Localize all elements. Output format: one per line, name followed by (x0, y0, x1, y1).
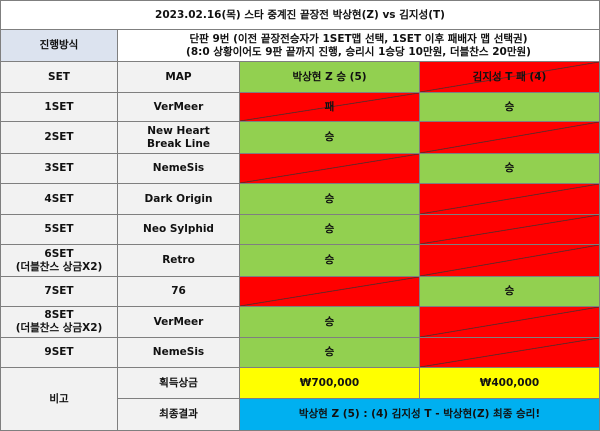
set-label: 6SET (더블찬스 상금X2) (0, 245, 118, 277)
set-result: 승 (240, 184, 420, 215)
cell-text: Dark Origin (144, 192, 213, 205)
set-result (420, 184, 600, 215)
set-result: 승 (240, 245, 420, 277)
cell-text: 4SET (44, 192, 74, 205)
set-header: SET (0, 62, 118, 93)
map-name: Neo Sylphid (118, 215, 240, 245)
cell-text: 박상현 Z (5) : (4) 김지성 T - 박상현(Z) 최종 승리! (298, 408, 541, 420)
set-result (420, 122, 600, 154)
map-name: VerMeer (118, 93, 240, 122)
set-label: 4SET (0, 184, 118, 215)
cell-text: 승 (324, 346, 335, 358)
cell-text: NemeSis (152, 162, 205, 174)
set-result (420, 338, 600, 368)
cell-text: 승 (504, 162, 515, 174)
set-result: 승 (420, 154, 600, 184)
cell-text: (더블찬스 상금X2) (15, 322, 103, 334)
cell-text: MAP (165, 70, 192, 83)
cell-text: 패 (324, 100, 335, 113)
cell-text: ₩400,000 (479, 376, 540, 389)
cell-text: 승 (324, 315, 335, 328)
set-result: 승 (240, 122, 420, 154)
set-label: 7SET (0, 277, 118, 307)
set-result: 승 (240, 307, 420, 338)
title: 2023.02.16(목) 스타 중계진 끝장전 박상현(Z) vs 김지성(T… (0, 0, 600, 30)
cell-text: 획득상금 (159, 376, 198, 389)
cell-text: 박상현 Z 승 (5) (292, 70, 367, 83)
cell-text: VerMeer (153, 315, 204, 328)
map-name: Dark Origin (118, 184, 240, 215)
map-name: VerMeer (118, 307, 240, 338)
cell-text: 1SET (44, 100, 74, 113)
cell-text: NemeSis (152, 346, 205, 358)
cell-text: 3SET (44, 162, 74, 174)
set-result: 패 (240, 93, 420, 122)
cell-text: 최종결과 (159, 408, 198, 420)
cell-text: 7SET (44, 285, 74, 297)
set-label: 8SET (더블찬스 상금X2) (0, 307, 118, 338)
cell-text: (더블찬스 상금X2) (15, 260, 103, 273)
set-label: 5SET (0, 215, 118, 245)
cell-text: Break Line (147, 137, 210, 150)
final-label: 최종결과 (118, 399, 240, 431)
set-result: 승 (420, 277, 600, 307)
set-result (420, 215, 600, 245)
map-name: Retro (118, 245, 240, 277)
cell-text: 단판 9번 (이전 끝장전승자가 1SET맵 선택, 1SET 이후 패배자 맵… (189, 32, 528, 45)
cell-text: Retro (162, 254, 195, 266)
cell-text: 2SET (44, 131, 74, 143)
cell-text: 김지성 T 패 (4) (472, 70, 547, 83)
set-result: 승 (240, 338, 420, 368)
set-label: 9SET (0, 338, 118, 368)
set-label: 3SET (0, 154, 118, 184)
cell-text: SET (48, 70, 70, 83)
cell-text: VerMeer (153, 100, 204, 113)
set-label: 1SET (0, 93, 118, 122)
set-label: 2SET (0, 122, 118, 154)
cell-text: 2023.02.16(목) 스타 중계진 끝장전 박상현(Z) vs 김지성(T… (155, 8, 445, 21)
set-result: 승 (420, 93, 600, 122)
cell-text: 76 (171, 285, 186, 297)
notes-label: 비고 (0, 368, 118, 431)
cell-text: 승 (324, 254, 335, 266)
set-result (240, 154, 420, 184)
set-result (420, 245, 600, 277)
cell-text: 8SET (44, 309, 74, 321)
map-header: MAP (118, 62, 240, 93)
cell-text: 승 (324, 192, 335, 205)
prize: ₩400,000 (420, 368, 600, 399)
set-result: 승 (240, 215, 420, 245)
cell-text: 승 (504, 100, 515, 113)
cell-text: 승 (504, 285, 515, 297)
set-result (420, 307, 600, 338)
cell-text: 비고 (49, 392, 69, 405)
cell-text: 승 (324, 131, 335, 143)
cell-text: New Heart (147, 124, 210, 137)
prize: ₩700,000 (240, 368, 420, 399)
cell-text: 진행방식 (39, 39, 79, 51)
format-label: 진행방식 (0, 30, 118, 62)
player-header: 박상현 Z 승 (5) (240, 62, 420, 93)
map-name: New Heart Break Line (118, 122, 240, 154)
cell-text: ₩700,000 (299, 376, 360, 389)
map-name: 76 (118, 277, 240, 307)
map-name: NemeSis (118, 338, 240, 368)
map-name: NemeSis (118, 154, 240, 184)
cell-text: 6SET (44, 247, 74, 260)
set-result (240, 277, 420, 307)
format-text: 단판 9번 (이전 끝장전승자가 1SET맵 선택, 1SET 이후 패배자 맵… (118, 30, 600, 62)
cell-text: 5SET (44, 223, 74, 235)
cell-text: 승 (324, 223, 335, 235)
final-result: 박상현 Z (5) : (4) 김지성 T - 박상현(Z) 최종 승리! (240, 399, 600, 431)
cell-text: 9SET (44, 346, 74, 358)
cell-text: (8:0 상황이어도 9판 끝까지 진행, 승리시 1승당 10만원, 더블찬스… (186, 45, 531, 58)
player-header: 김지성 T 패 (4) (420, 62, 600, 93)
cell-text: Neo Sylphid (143, 223, 214, 235)
prize-label: 획득상금 (118, 368, 240, 399)
